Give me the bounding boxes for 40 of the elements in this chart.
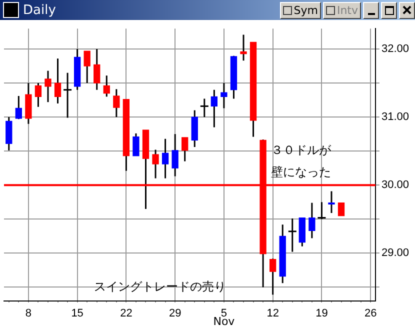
candlestick [270, 258, 276, 296]
x-tick-label: 15 [71, 307, 84, 320]
annotation: 壁になった [271, 164, 332, 179]
y-tick-label: 32.00 [381, 43, 410, 56]
candlestick [15, 95, 22, 120]
x-tick-label: 8 [25, 307, 32, 320]
text: Sym [294, 2, 318, 18]
y-tick-label: 30.00 [381, 179, 410, 192]
x-tick-label: 19 [316, 307, 328, 320]
candlestick [240, 34, 247, 62]
y-tick-label: 29.00 [381, 247, 410, 260]
candlestick [6, 116, 12, 152]
candlestick [220, 82, 228, 109]
x-tick-label: 26 [364, 307, 377, 320]
candlestick [191, 110, 198, 148]
text: Intv [336, 2, 358, 18]
candlestick [84, 50, 90, 84]
candlestick [113, 88, 120, 118]
annotation: スイングトレードの売り [94, 279, 226, 294]
candlestick [94, 48, 100, 91]
candlestick [152, 148, 159, 180]
candlestick [103, 74, 110, 98]
y-tick-label: 31.00 [381, 111, 410, 124]
chart-title: Daily [23, 2, 57, 18]
candlestick [172, 133, 178, 178]
annotation: ３０ドルが [271, 143, 332, 158]
candlestick [54, 58, 62, 104]
candlestick [182, 136, 188, 162]
x-tick-label: 12 [266, 307, 279, 320]
candlestick [210, 89, 218, 128]
candlestick [162, 138, 169, 180]
x-tick-label: 29 [168, 307, 182, 320]
x-tick-label: 22 [120, 307, 132, 320]
candlestick [44, 70, 52, 103]
candlestick [34, 82, 42, 108]
candlestick [308, 202, 316, 239]
candlestick [338, 202, 345, 216]
candlestick [132, 132, 140, 157]
x-tick-label: 5 [220, 307, 228, 320]
candlestick [328, 190, 335, 214]
